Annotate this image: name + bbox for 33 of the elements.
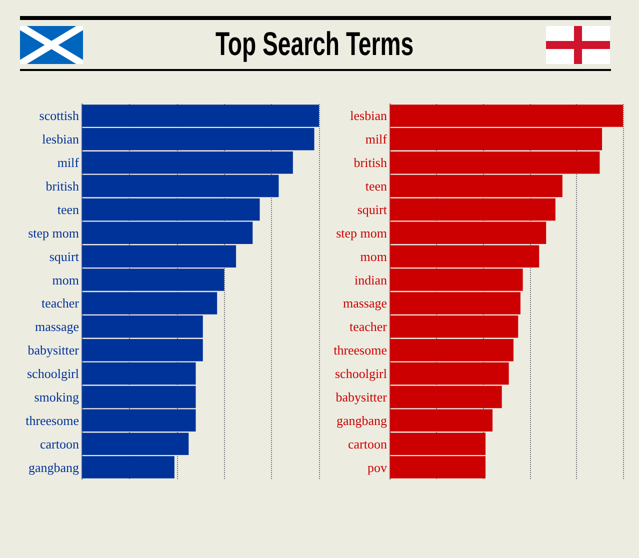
y-tick-label: gangbang (336, 412, 388, 428)
y-tick-label: schoolgirl (27, 366, 80, 382)
y-tick-label: lesbian (42, 132, 80, 147)
y-tick-label: british (354, 155, 388, 170)
y-tick-label: babysitter (28, 342, 80, 358)
y-tick-label: teen (365, 178, 388, 194)
y-tick-label: cartoon (348, 436, 388, 452)
y-tick-label: step mom (336, 225, 387, 240)
y-tick-label: british (46, 178, 80, 194)
y-tick-label: milf (57, 155, 80, 170)
y-tick-label: squirt (49, 248, 80, 264)
y-tick-label: massage (34, 319, 80, 334)
y-tick-label: gangbang (28, 460, 80, 475)
y-tick-label: lesbian (350, 108, 388, 124)
y-tick-label: milf (365, 132, 388, 147)
y-tick-label: squirt (357, 202, 388, 217)
y-tick-label: teacher (41, 296, 80, 311)
y-tick-label: threesome (334, 342, 388, 358)
y-tick-label: smoking (34, 389, 80, 404)
y-tick-label: threesome (26, 412, 80, 428)
y-tick-label: schoolgirl (335, 366, 388, 382)
y-tick-label: mom (360, 248, 387, 264)
y-tick-label: pov (368, 460, 388, 475)
y-tick-label: indian (354, 272, 388, 288)
y-tick-label: scottish (39, 108, 80, 124)
chart-title: Top Search Terms (216, 25, 414, 63)
y-tick-label: teacher (349, 319, 388, 334)
y-tick-label: babysitter (336, 389, 388, 404)
y-tick-label: mom (52, 272, 79, 288)
y-tick-label: teen (57, 202, 80, 217)
y-tick-label: step mom (28, 225, 79, 240)
y-tick-label: cartoon (40, 436, 80, 452)
y-tick-label: massage (342, 296, 388, 311)
